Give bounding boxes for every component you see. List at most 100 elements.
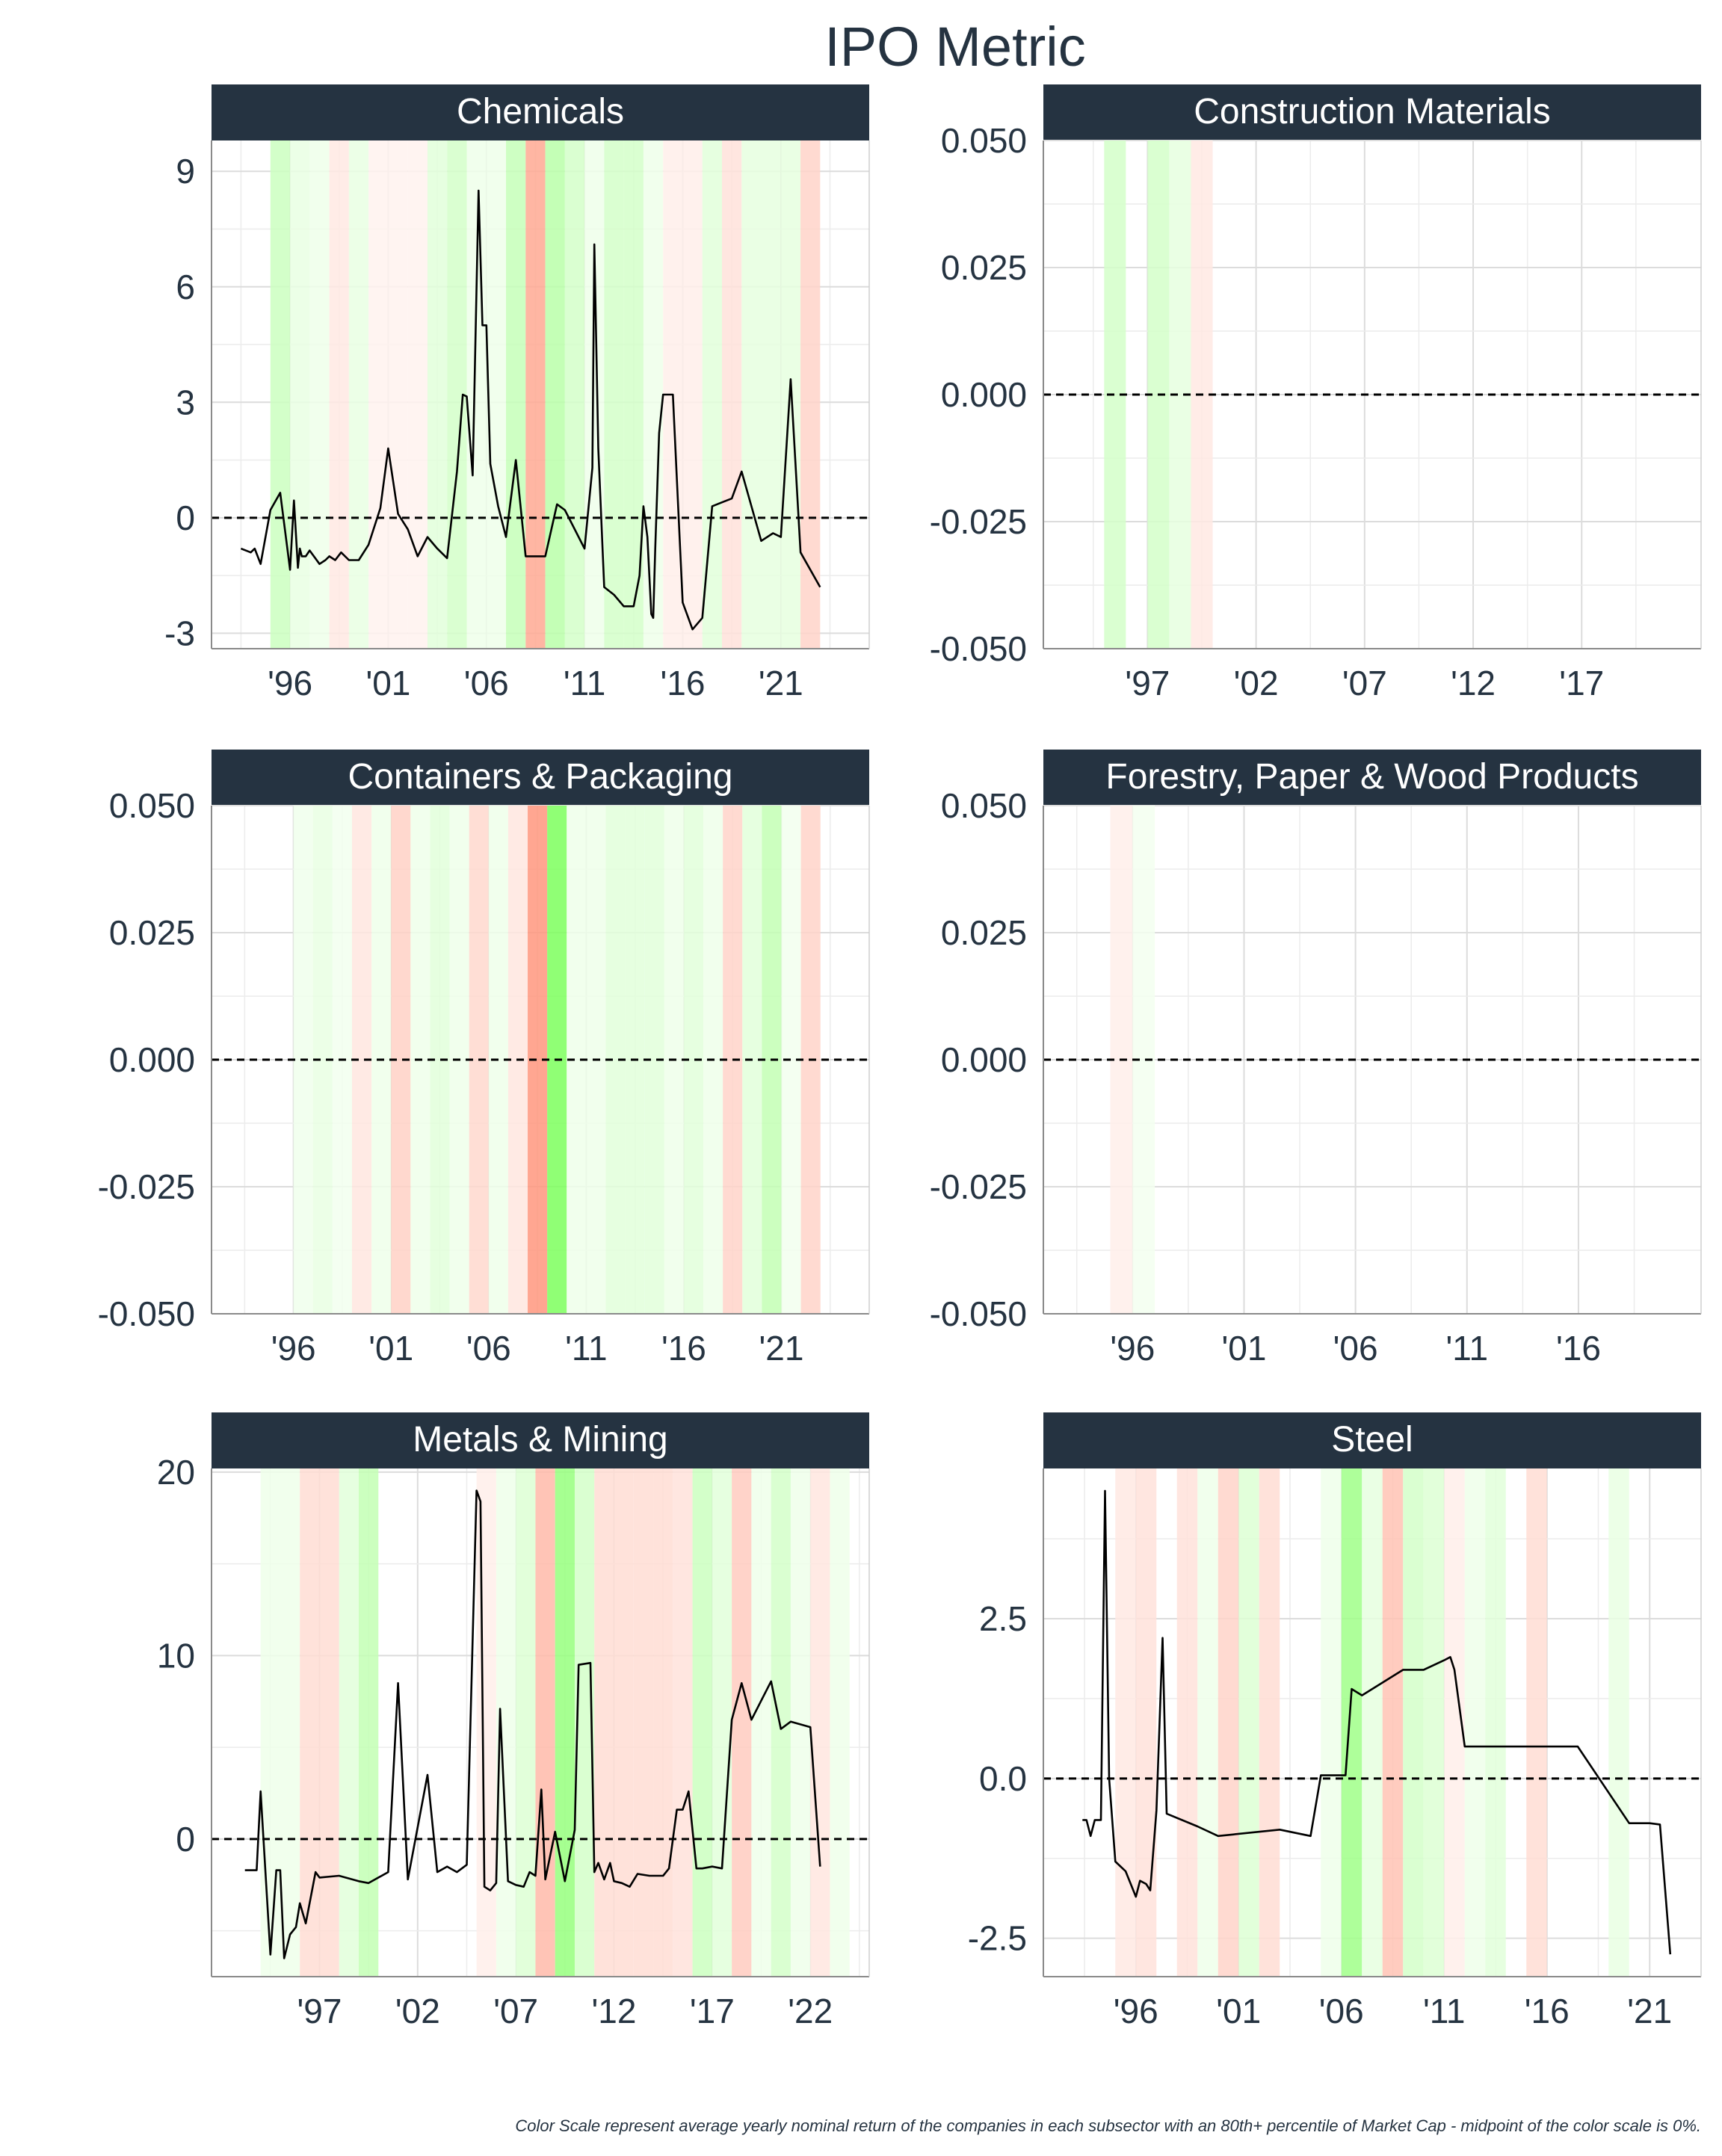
year-band (1362, 1468, 1383, 1977)
year-band (1176, 1468, 1198, 1977)
year-band (1526, 1468, 1547, 1977)
panel-6: Steel '96 '01 '06 '11 '16 '21 -2.5 0.0 2.5 (968, 1412, 1702, 2030)
year-band (564, 140, 585, 649)
panel-strip (212, 84, 869, 140)
panel-strip (212, 1412, 869, 1468)
panel-title: Forestry, Paper & Wood Products (1105, 757, 1638, 797)
year-band (653, 1468, 673, 1977)
series-line (1082, 1489, 1672, 1955)
y-tick-label: 0.025 (941, 913, 1027, 952)
year-band (1341, 1468, 1363, 1977)
panel-title: Containers & Packaging (348, 757, 733, 797)
year-band (1197, 1468, 1218, 1977)
x-tick-label: '07 (493, 1992, 538, 2030)
y-tick-label: -0.050 (930, 629, 1027, 668)
year-band (712, 1468, 732, 1977)
panel-strip (1043, 1412, 1701, 1468)
panel-2: Construction Materials '97 '02 '07 '12 '17 -0.… (930, 84, 1702, 702)
year-band (525, 140, 546, 649)
x-tick-label: '02 (1234, 664, 1279, 702)
year-band (584, 140, 605, 649)
year-band (545, 140, 565, 649)
return-bands (270, 140, 821, 649)
year-band (692, 1468, 712, 1977)
x-tick-label: '02 (395, 1992, 440, 2030)
series-line (240, 189, 821, 631)
footnote: Color Scale represent average yearly nom… (515, 2116, 1701, 2135)
x-tick-label: '22 (788, 1992, 833, 2030)
year-band (1403, 1468, 1424, 1977)
panel-strip (1043, 750, 1701, 806)
x-tick-label: '16 (660, 664, 705, 702)
x-tick-label: '01 (368, 1329, 413, 1368)
x-tick-label: '21 (759, 664, 803, 702)
x-tick-label: '16 (661, 1329, 706, 1368)
x-tick-label: '06 (1333, 1329, 1378, 1368)
x-tick-label: '16 (1556, 1329, 1601, 1368)
year-band (721, 140, 742, 649)
y-tick-label: 0.025 (941, 248, 1027, 287)
panel-title: Construction Materials (1194, 92, 1551, 132)
year-band (427, 140, 448, 649)
year-band (466, 140, 487, 649)
year-band (1115, 1468, 1136, 1977)
panel-strip (1043, 84, 1701, 140)
y-tick-label: 0.000 (941, 1040, 1027, 1079)
year-band (407, 140, 428, 649)
x-tick-label: '16 (1525, 1992, 1570, 2030)
year-band (506, 140, 526, 649)
panel-4: Forestry, Paper & Wood Products '96 '01 '06… (930, 750, 1702, 1368)
year-band (1485, 1468, 1506, 1977)
year-band (329, 140, 349, 649)
year-band (682, 140, 703, 649)
x-tick-label: '11 (1446, 1329, 1489, 1368)
panel-3: Containers & Packaging '96 '01 '06 '11 '16 '21… (98, 750, 870, 1368)
year-band (476, 1468, 496, 1977)
year-band (359, 1468, 379, 1977)
year-band (309, 140, 330, 649)
series-line (244, 1489, 821, 1959)
y-tick-label: 0.000 (109, 1040, 195, 1079)
year-band (1608, 1468, 1629, 1977)
year-band (339, 1468, 359, 1977)
x-tick-label: '97 (297, 1992, 342, 2030)
y-tick-label: -0.025 (930, 502, 1027, 541)
x-tick-label: '97 (1125, 664, 1170, 702)
year-band (604, 140, 624, 649)
y-tick-label: -3 (164, 614, 195, 652)
year-band (771, 1468, 791, 1977)
year-band (1423, 1468, 1445, 1977)
year-band (1238, 1468, 1259, 1977)
year-band (290, 140, 310, 649)
x-tick-label: '17 (690, 1992, 735, 2030)
year-band (673, 1468, 693, 1977)
y-tick-label: -0.050 (930, 1294, 1027, 1333)
year-band (348, 140, 369, 649)
x-tick-label: '07 (1342, 664, 1387, 702)
y-tick-label: 0.000 (941, 375, 1027, 414)
x-tick-label: '06 (466, 1329, 511, 1368)
year-band (1464, 1468, 1486, 1977)
return-bands (293, 806, 821, 1314)
panel-5: Metals & Mining '97 '02 '07 '12 '17 '22 0 10 20 (157, 1412, 870, 2030)
y-tick-label: 0.0 (979, 1759, 1027, 1798)
x-tick-label: '06 (1319, 1992, 1364, 2030)
x-tick-label: '01 (1216, 1992, 1261, 2030)
year-band (761, 140, 781, 649)
x-tick-label: '96 (271, 1329, 316, 1368)
year-band (388, 140, 408, 649)
x-tick-label: '06 (464, 664, 509, 702)
year-band (260, 1468, 280, 1977)
panel-title: Chemicals (457, 92, 624, 132)
year-band (535, 1468, 555, 1977)
year-band (368, 140, 389, 649)
x-tick-label: '12 (1451, 664, 1496, 702)
panel-1: Chemicals '96 '01 '06 '11 '16 '21 -3 0 3 6 9 (164, 84, 870, 702)
x-tick-label: '01 (365, 664, 410, 702)
year-band (614, 1468, 634, 1977)
x-tick-label: '11 (565, 1329, 608, 1368)
year-band (319, 1468, 339, 1977)
y-tick-label: 9 (176, 152, 195, 191)
